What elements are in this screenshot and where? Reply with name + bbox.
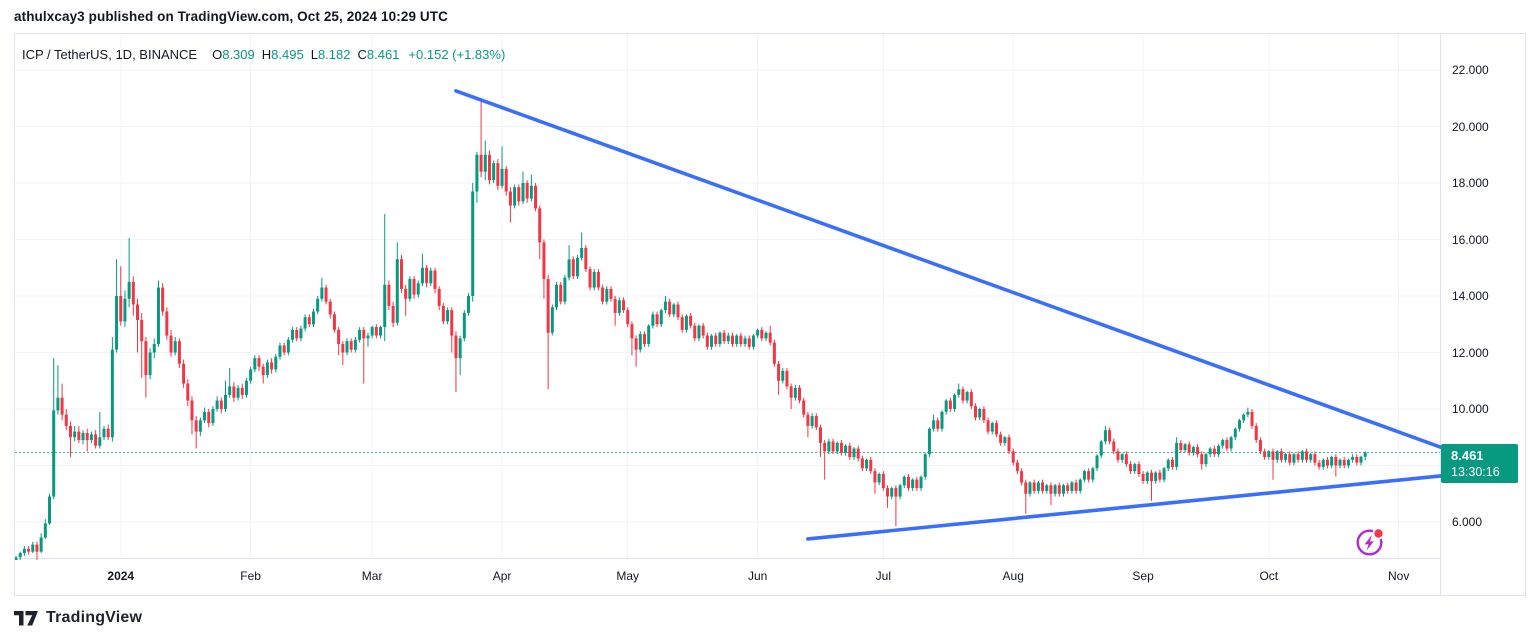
time-label-Feb: Feb bbox=[240, 569, 261, 583]
price-label: 12.000 bbox=[1452, 345, 1489, 360]
time-label-Aug: Aug bbox=[1002, 569, 1024, 583]
last-price-badge: 8.461 13:30:16 bbox=[1441, 444, 1518, 483]
symbol-name[interactable]: ICP / TetherUS, 1D, BINANCE bbox=[22, 47, 198, 62]
publish-attribution: athulxcay3 published on TradingView.com,… bbox=[14, 9, 448, 24]
price-axis[interactable]: 22.000 20.000 18.000 16.000 14.000 12.000 10.0… bbox=[1440, 34, 1526, 558]
flash-ring bbox=[1356, 529, 1383, 556]
time-label-Sep: Sep bbox=[1132, 569, 1154, 583]
tradingview-watermark[interactable]: TradingView bbox=[14, 608, 142, 628]
time-label-Jul: Jul bbox=[875, 569, 891, 583]
price-label: 16.000 bbox=[1452, 232, 1489, 247]
price-label: 22.000 bbox=[1452, 63, 1489, 77]
ohlc-close: C8.461 bbox=[357, 47, 400, 62]
ohlc-high: H8.495 bbox=[261, 47, 304, 62]
flash-idea-icon[interactable] bbox=[1353, 525, 1387, 559]
axis-borders bbox=[15, 33, 1441, 596]
ohlc-low: L8.182 bbox=[310, 47, 351, 62]
tradingview-logo-text: TradingView bbox=[46, 609, 143, 626]
time-label-Mar: Mar bbox=[361, 569, 383, 583]
bolt-glyph bbox=[1364, 535, 1374, 551]
time-label-Jun: Jun bbox=[747, 569, 768, 583]
trendline-descending-resistance[interactable] bbox=[454, 89, 1443, 449]
flash-dot bbox=[1374, 529, 1383, 538]
time-axis[interactable]: 2024 Feb Mar Apr May Jun Jul Aug Sep Oct Nov bbox=[15, 560, 1440, 594]
price-label: 20.000 bbox=[1452, 119, 1489, 134]
symbol-legend: ICP / TetherUS, 1D, BINANCE O8.309 H8.49… bbox=[22, 47, 505, 62]
trendline-ascending-support[interactable] bbox=[806, 474, 1443, 541]
price-label: 6.000 bbox=[1452, 515, 1483, 529]
ohlc-open: O8.309 bbox=[212, 47, 255, 62]
time-label-2024: 2024 bbox=[107, 569, 135, 583]
last-price-value: 8.461 bbox=[1451, 448, 1484, 463]
time-label-Oct: Oct bbox=[1259, 569, 1279, 583]
time-label-May: May bbox=[616, 569, 640, 583]
time-label-Apr: Apr bbox=[492, 569, 512, 583]
price-label: 14.000 bbox=[1452, 289, 1489, 303]
price-label: 10.000 bbox=[1452, 402, 1489, 416]
gridlines bbox=[15, 34, 1440, 558]
tradingview-logo-icon bbox=[14, 611, 38, 626]
price-label: 18.000 bbox=[1452, 176, 1489, 190]
time-label-Nov: Nov bbox=[1388, 569, 1410, 583]
candles bbox=[15, 98, 1367, 560]
bar-countdown: 13:30:16 bbox=[1451, 465, 1500, 479]
change-value: +0.152 (+1.83%) bbox=[408, 47, 506, 62]
